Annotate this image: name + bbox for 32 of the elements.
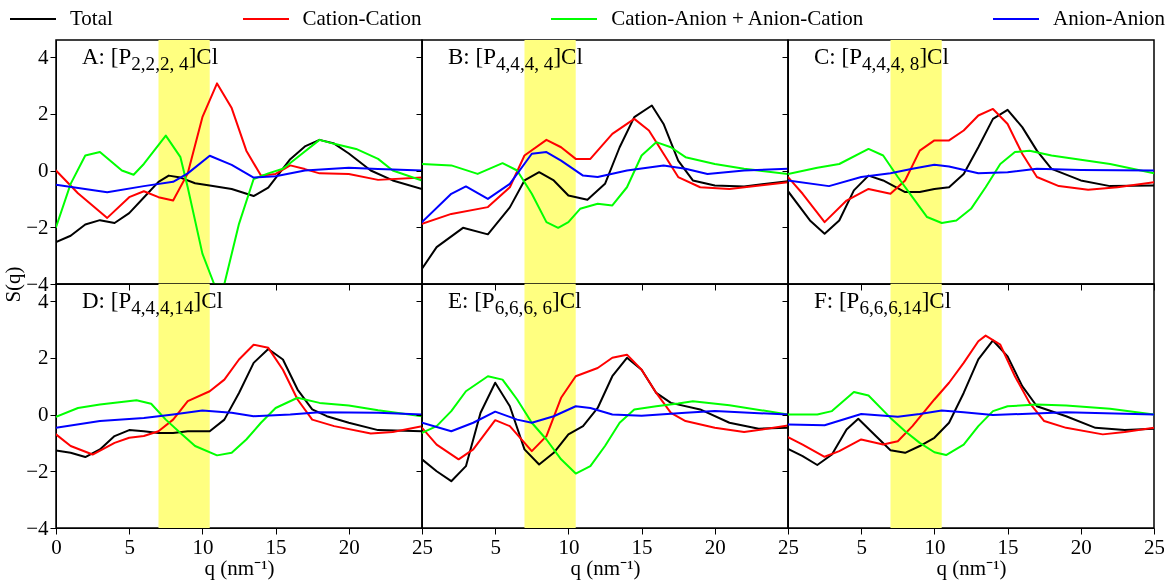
- y-tick-label: 0: [38, 158, 49, 183]
- x-tick-label: 5: [124, 534, 135, 559]
- x-tick-label: 20: [338, 534, 360, 559]
- y-tick-label: 2: [38, 101, 49, 126]
- y-tick-label: 2: [38, 345, 49, 370]
- chart-title: B: [P$_{4,4,4, 4}$]Cl: [448, 44, 583, 75]
- line-series: [56, 154, 422, 194]
- x-tick-label: 5: [856, 534, 867, 559]
- y-tick-label: 0: [38, 402, 49, 427]
- y-axis-title: S(q): [0, 266, 25, 303]
- x-tick-label: 5: [490, 534, 501, 559]
- chart-title: F: [P$_{6,6,6,14}$]Cl: [814, 288, 952, 319]
- legend-label: Anion-Anion: [1053, 6, 1165, 31]
- y-tick-label: −4: [26, 515, 49, 540]
- x-tick-label: 20: [1070, 534, 1092, 559]
- line-series: [56, 82, 422, 219]
- x-tick-label: 25: [412, 534, 433, 559]
- x-tick-label: 25: [778, 534, 799, 559]
- chart-title: C: [P$_{4,4,4, 8}$]Cl: [814, 44, 949, 75]
- y-tick-label: 4: [38, 44, 49, 69]
- line-series: [56, 396, 422, 457]
- chart-title: A: [P$_{2,2,2, 4}$]Cl: [82, 44, 219, 75]
- y-tick-label: −2: [26, 214, 49, 239]
- legend-label: Cation-Cation: [302, 6, 422, 31]
- x-tick-label: 20: [704, 534, 726, 559]
- legend-label: Total: [70, 6, 113, 31]
- legend-label: Cation-Anion + Anion-Cation: [611, 6, 864, 31]
- y-tick-label: −2: [26, 458, 49, 483]
- chart-title: D: [P$_{4,4,4,14}$]Cl: [82, 288, 223, 319]
- x-tick-label: 25: [1144, 534, 1165, 559]
- line-series: [56, 409, 422, 429]
- chart-title: E: [P$_{6,6,6, 6}$]Cl: [448, 288, 582, 319]
